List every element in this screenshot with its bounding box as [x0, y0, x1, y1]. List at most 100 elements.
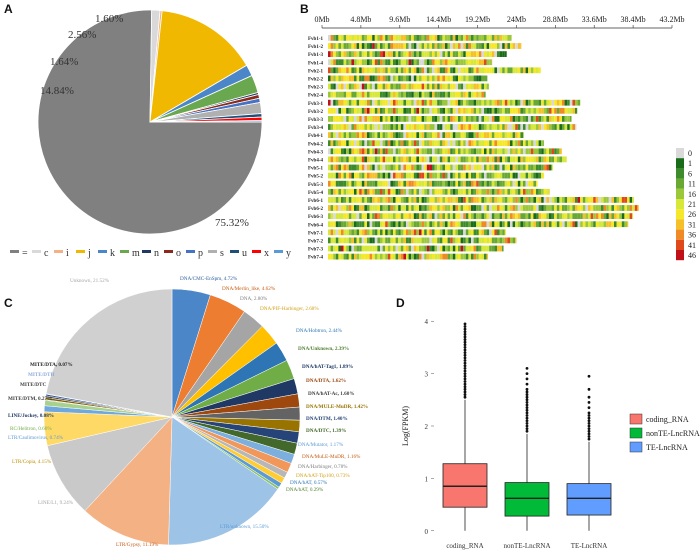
- density-cell: [440, 116, 443, 122]
- outlier-point: [526, 398, 529, 401]
- density-cell: [419, 67, 422, 73]
- density-cell: [476, 100, 479, 106]
- density-cell: [442, 76, 445, 82]
- density-cell: [445, 35, 448, 41]
- density-cell: [596, 197, 599, 203]
- density-cell: [533, 108, 536, 114]
- density-cell: [377, 254, 380, 260]
- density-cell: [546, 148, 549, 154]
- density-cell: [385, 213, 388, 219]
- density-cell: [450, 132, 453, 138]
- slice-label: MITE/DTM, 0.27%: [8, 396, 52, 402]
- density-cell: [557, 108, 560, 114]
- density-cell: [505, 108, 508, 114]
- density-cell: [396, 157, 399, 163]
- density-cell: [448, 221, 451, 227]
- density-cell: [494, 165, 497, 171]
- density-cell: [377, 157, 380, 163]
- density-cell: [383, 92, 386, 98]
- density-cell: [544, 165, 547, 171]
- density-cell: [409, 76, 412, 82]
- density-cell: [596, 221, 599, 227]
- density-cell: [344, 43, 347, 49]
- density-cell: [487, 43, 490, 49]
- density-cell: [359, 238, 362, 244]
- density-cell: [380, 132, 383, 138]
- density-cell: [515, 173, 518, 179]
- density-cell: [349, 254, 352, 260]
- density-cell: [364, 124, 367, 130]
- density-cell: [380, 205, 383, 211]
- density-cell: [484, 165, 487, 171]
- density-cell: [513, 165, 516, 171]
- row-label: Fvb3-2: [308, 110, 324, 115]
- density-cell: [359, 173, 362, 179]
- density-cell: [507, 181, 510, 187]
- density-cell: [396, 108, 399, 114]
- density-cell: [619, 205, 622, 211]
- density-cell: [403, 238, 406, 244]
- density-cell: [346, 108, 349, 114]
- density-cell: [429, 84, 432, 90]
- density-cell: [507, 165, 510, 171]
- density-cell: [474, 181, 477, 187]
- density-cell: [481, 59, 484, 65]
- density-cell: [396, 35, 399, 41]
- density-cell: [619, 213, 622, 219]
- density-cell: [455, 116, 458, 122]
- density-cell: [479, 108, 482, 114]
- density-cell: [401, 254, 404, 260]
- density-cell: [344, 213, 347, 219]
- density-cell: [565, 205, 568, 211]
- density-cell: [624, 213, 627, 219]
- density-cell: [463, 254, 466, 260]
- density-cell: [359, 197, 362, 203]
- density-cell: [328, 238, 331, 244]
- density-cell: [510, 108, 513, 114]
- density-cell: [580, 221, 583, 227]
- slice-label: MITE/DTC: [20, 382, 46, 388]
- density-cell: [406, 140, 409, 146]
- density-cell: [427, 84, 430, 90]
- density-cell: [354, 132, 357, 138]
- density-cell: [354, 84, 357, 90]
- scale-label: 41: [688, 241, 696, 250]
- density-cell: [390, 67, 393, 73]
- density-cell: [375, 238, 378, 244]
- density-cell: [458, 165, 461, 171]
- density-cell: [396, 59, 399, 65]
- density-cell: [403, 140, 406, 146]
- density-cell: [474, 132, 477, 138]
- density-cell: [507, 124, 510, 130]
- density-cell: [409, 221, 412, 227]
- density-cell: [505, 140, 508, 146]
- density-cell: [450, 197, 453, 203]
- density-cell: [520, 213, 523, 219]
- density-cell: [520, 205, 523, 211]
- density-cell: [505, 116, 508, 122]
- density-cell: [546, 100, 549, 106]
- density-cell: [500, 157, 503, 163]
- density-cell: [424, 205, 427, 211]
- density-cell: [502, 108, 505, 114]
- slice-label-j: 14.84%: [40, 85, 74, 97]
- density-cell: [463, 35, 466, 41]
- density-cell: [442, 67, 445, 73]
- density-cell: [372, 189, 375, 195]
- density-cell: [471, 254, 474, 260]
- density-cell: [489, 189, 492, 195]
- density-cell: [559, 213, 562, 219]
- density-cell: [432, 197, 435, 203]
- density-cell: [357, 84, 360, 90]
- density-cell: [489, 67, 492, 73]
- density-cell: [375, 76, 378, 82]
- density-cell: [403, 165, 406, 171]
- density-cell: [474, 205, 477, 211]
- density-cell: [385, 246, 388, 252]
- density-cell: [403, 108, 406, 114]
- density-cell: [591, 213, 594, 219]
- density-cell: [328, 43, 331, 49]
- density-cell: [422, 148, 425, 154]
- density-cell: [500, 197, 503, 203]
- density-cell: [419, 157, 422, 163]
